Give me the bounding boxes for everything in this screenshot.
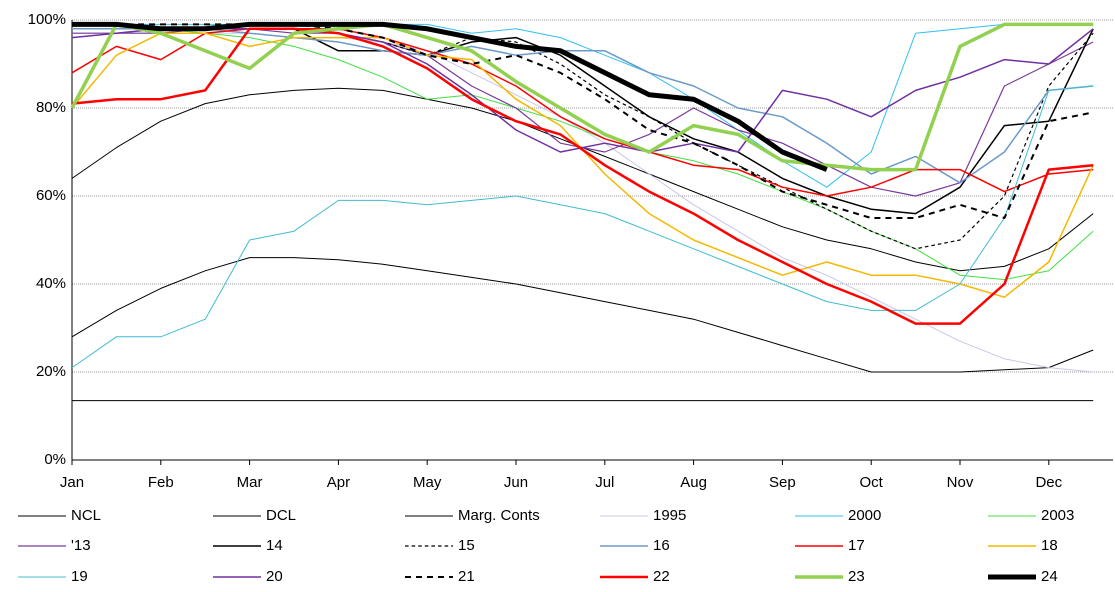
- x-tick-label: Sep: [769, 474, 796, 491]
- legend-label: 1995: [653, 507, 686, 524]
- legend-label: 23: [848, 568, 865, 585]
- legend-label: 18: [1041, 537, 1058, 554]
- series-line: [72, 28, 1094, 184]
- legend-label: '13: [71, 537, 91, 554]
- legend-label: 21: [458, 568, 475, 585]
- legend-label: 2003: [1041, 507, 1074, 524]
- legend-label: DCL: [266, 507, 296, 524]
- x-tick-label: Dec: [1035, 474, 1062, 491]
- x-tick-label: Feb: [148, 474, 174, 491]
- series-line: [72, 32, 1094, 373]
- legend-label: 20: [266, 568, 283, 585]
- legend-label: 16: [653, 537, 670, 554]
- x-tick-label: Jan: [60, 474, 84, 491]
- y-tick-label: 0%: [44, 451, 66, 468]
- y-tick-label: 100%: [28, 11, 66, 28]
- legend-label: NCL: [71, 507, 101, 524]
- x-tick-label: Jul: [595, 474, 614, 491]
- x-tick-label: Aug: [680, 474, 707, 491]
- legend-label: 24: [1041, 568, 1058, 585]
- y-tick-label: 80%: [36, 99, 66, 116]
- x-tick-label: Apr: [327, 474, 350, 491]
- legend-label: Marg. Conts: [458, 507, 540, 524]
- x-tick-label: Jun: [504, 474, 528, 491]
- x-tick-label: Oct: [860, 474, 884, 491]
- series-line: [71, 27, 1094, 325]
- legend-label: 14: [266, 537, 283, 554]
- series-line: [71, 28, 1094, 153]
- y-tick-label: 40%: [36, 275, 66, 292]
- series-line: [70, 22, 1094, 172]
- legend-label: 15: [458, 537, 475, 554]
- series-line: [71, 85, 1094, 369]
- legend-label: 19: [71, 568, 88, 585]
- x-tick-label: May: [413, 474, 442, 491]
- legend-label: 2000: [848, 507, 881, 524]
- x-tick-label: Mar: [237, 474, 263, 491]
- legend-label: 22: [653, 568, 670, 585]
- series-line: [71, 257, 1094, 373]
- x-tick-label: Nov: [947, 474, 974, 491]
- y-tick-label: 60%: [36, 187, 66, 204]
- series-line: [71, 32, 1094, 298]
- y-tick-label: 20%: [36, 363, 66, 380]
- series-line: [72, 21, 828, 172]
- series-line: [72, 23, 1094, 281]
- legend-label: 17: [848, 537, 865, 554]
